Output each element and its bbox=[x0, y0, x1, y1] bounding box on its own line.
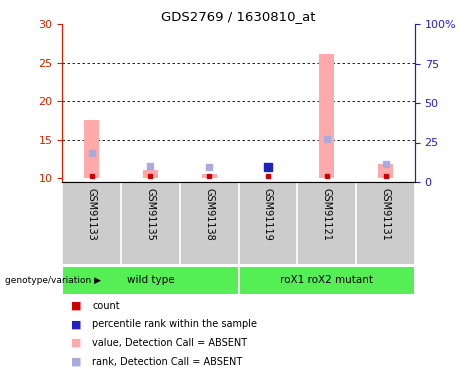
Text: value, Detection Call = ABSENT: value, Detection Call = ABSENT bbox=[92, 338, 247, 348]
Text: GSM91135: GSM91135 bbox=[145, 189, 155, 242]
Text: percentile rank within the sample: percentile rank within the sample bbox=[92, 320, 257, 329]
Bar bbox=[84, 120, 99, 178]
Bar bbox=[202, 174, 217, 178]
Text: ■: ■ bbox=[71, 338, 82, 348]
Title: GDS2769 / 1630810_at: GDS2769 / 1630810_at bbox=[161, 10, 316, 23]
Text: GSM91119: GSM91119 bbox=[263, 189, 273, 241]
Text: genotype/variation ▶: genotype/variation ▶ bbox=[5, 276, 100, 285]
Text: ■: ■ bbox=[71, 301, 82, 310]
Text: ■: ■ bbox=[71, 320, 82, 329]
Bar bbox=[62, 266, 239, 295]
Text: ■: ■ bbox=[71, 357, 82, 367]
Text: GSM91138: GSM91138 bbox=[204, 189, 214, 241]
Text: roX1 roX2 mutant: roX1 roX2 mutant bbox=[280, 275, 373, 285]
Text: count: count bbox=[92, 301, 120, 310]
Text: GSM91133: GSM91133 bbox=[87, 189, 97, 241]
Text: wild type: wild type bbox=[127, 275, 174, 285]
Text: GSM91131: GSM91131 bbox=[380, 189, 390, 241]
Bar bbox=[378, 164, 393, 178]
Bar bbox=[319, 54, 334, 178]
Bar bbox=[143, 170, 158, 178]
Text: GSM91121: GSM91121 bbox=[322, 189, 332, 242]
Text: rank, Detection Call = ABSENT: rank, Detection Call = ABSENT bbox=[92, 357, 242, 367]
Bar bbox=[239, 266, 415, 295]
